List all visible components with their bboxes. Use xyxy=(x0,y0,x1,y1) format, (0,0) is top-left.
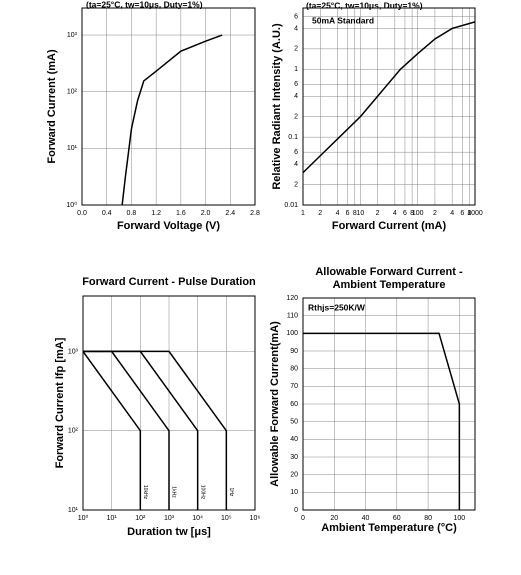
y-tick-label: 4 xyxy=(294,161,298,168)
y-tick-label: 40 xyxy=(290,436,298,443)
y-tick-label: 30 xyxy=(290,454,298,461)
x-tick-label: 100 xyxy=(454,515,466,522)
data-line xyxy=(82,350,142,510)
x-tick-label: 6 xyxy=(346,210,350,217)
plot-area xyxy=(303,8,475,205)
x-axis-label: Ambient Temperature (°C) xyxy=(321,522,457,534)
x-tick-label: 10⁰ xyxy=(78,514,89,522)
plot-frame xyxy=(302,7,476,206)
annotation: (ta=25°C, tw=10μs, Duty=1%) xyxy=(306,0,423,10)
x-tick-label: 10 xyxy=(356,210,364,217)
y-tick-label: 20 xyxy=(290,472,298,479)
x-tick-label: 4 xyxy=(336,210,340,217)
x-tick-label: 60 xyxy=(393,515,401,522)
y-tick-label: 80 xyxy=(290,366,298,373)
y-tick-label: 120 xyxy=(286,295,298,302)
y-tick-label: 0.01 xyxy=(284,202,298,209)
x-tick-label: 10⁶ xyxy=(250,515,261,522)
chart-title: Allowable Forward Current - xyxy=(315,266,463,278)
y-tick-label: 110 xyxy=(287,313,298,320)
y-tick-label: 10³ xyxy=(68,348,79,355)
x-tick-label: 1 xyxy=(301,210,305,217)
x-tick-label: 1000 xyxy=(467,210,483,217)
y-tick-label: 10⁰ xyxy=(66,201,77,209)
x-tick-label: 40 xyxy=(362,515,370,522)
x-tick-label: 2 xyxy=(376,210,380,217)
y-tick-label: 2 xyxy=(294,114,298,121)
y-axis-label: Forward Current (mA) xyxy=(46,49,58,164)
y-tick-label: 2 xyxy=(294,181,298,188)
y-tick-label: 6 xyxy=(294,13,298,20)
x-tick-label: 0.4 xyxy=(102,210,112,217)
x-tick-label: 2 xyxy=(318,210,322,217)
x-tick-label: 4 xyxy=(450,210,454,217)
annotation: (ta=25°C, tw=10μs, Duty=1%) xyxy=(86,0,203,9)
annotation: 50mA Standard xyxy=(312,15,374,25)
y-tick-label: 2 xyxy=(294,46,298,53)
y-tick-label: 100 xyxy=(286,330,298,337)
y-tick-label: 4 xyxy=(294,93,298,100)
y-tick-label: 10¹ xyxy=(67,145,78,152)
x-tick-label: 2 xyxy=(433,210,437,217)
chart-title: Ambient Temperature xyxy=(333,279,446,291)
data-line xyxy=(121,34,223,206)
x-axis-label: Duration tw [μs] xyxy=(127,526,211,538)
data-line xyxy=(83,350,228,510)
x-tick-label: 4 xyxy=(393,210,397,217)
y-axis-label: Relative Radiant Intensity (A.U.) xyxy=(271,23,283,190)
x-tick-label: 8 xyxy=(467,210,471,217)
x-tick-label: 0.8 xyxy=(127,210,137,217)
y-tick-label: 10¹ xyxy=(68,507,79,514)
x-tick-label: 100 xyxy=(412,210,424,217)
y-tick-label: 4 xyxy=(294,25,298,32)
plot-frame xyxy=(81,7,256,206)
x-tick-label: 10² xyxy=(135,515,146,522)
y-tick-label: 0.1 xyxy=(288,134,298,141)
y-tick-label: 60 xyxy=(290,401,298,408)
y-tick-label: 0 xyxy=(294,507,298,514)
x-tick-label: 20 xyxy=(330,515,338,522)
plot-frame xyxy=(302,297,476,511)
x-tick-label: 2.8 xyxy=(250,210,260,217)
x-tick-label: 10¹ xyxy=(107,515,118,522)
y-tick-label: 6 xyxy=(294,81,298,88)
y-tick-label: 70 xyxy=(290,383,298,390)
annotation: Rthjs=250K/W xyxy=(308,302,366,312)
chart-title: Forward Current - Pulse Duration xyxy=(82,276,256,288)
x-axis-label: Forward Voltage (V) xyxy=(117,220,220,232)
x-tick-label: 6 xyxy=(460,210,464,217)
y-tick-label: 6 xyxy=(294,149,298,156)
x-tick-label: 80 xyxy=(424,515,432,522)
x-tick-label: 2.4 xyxy=(225,210,235,217)
y-axis-label: Allowable Forward Current(mA) xyxy=(269,321,281,487)
x-tick-label: 10³ xyxy=(164,515,175,522)
x-tick-label: 2.0 xyxy=(201,210,211,217)
data-line xyxy=(303,332,461,510)
x-tick-label: 8 xyxy=(410,210,414,217)
series-label: 1Hz xyxy=(228,488,234,497)
series-label: 1kHz xyxy=(171,486,177,498)
data-line xyxy=(302,21,476,174)
x-tick-label: 8 xyxy=(353,210,357,217)
x-tick-label: 0 xyxy=(301,515,305,522)
x-tick-label: 1.6 xyxy=(176,210,186,217)
y-tick-label: 10³ xyxy=(67,32,78,39)
y-tick-label: 50 xyxy=(290,419,298,426)
x-axis-label: Forward Current (mA) xyxy=(332,220,447,232)
y-tick-label: 1 xyxy=(294,66,298,73)
y-tick-label: 90 xyxy=(290,348,298,355)
x-tick-label: 6 xyxy=(403,210,407,217)
y-tick-label: 10² xyxy=(67,89,78,96)
y-axis-label: Forward Current Ifp [mA] xyxy=(54,337,66,468)
x-tick-label: 10⁵ xyxy=(221,515,232,522)
x-tick-label: 10⁴ xyxy=(192,515,203,522)
x-tick-label: 0.0 xyxy=(77,210,87,217)
plot-area xyxy=(82,8,255,205)
series-label: 10kHz xyxy=(142,485,148,500)
y-tick-label: 10² xyxy=(68,428,79,435)
series-label: 100Hz xyxy=(199,485,205,500)
x-tick-label: 1.2 xyxy=(151,210,161,217)
y-tick-label: 10 xyxy=(290,489,298,496)
